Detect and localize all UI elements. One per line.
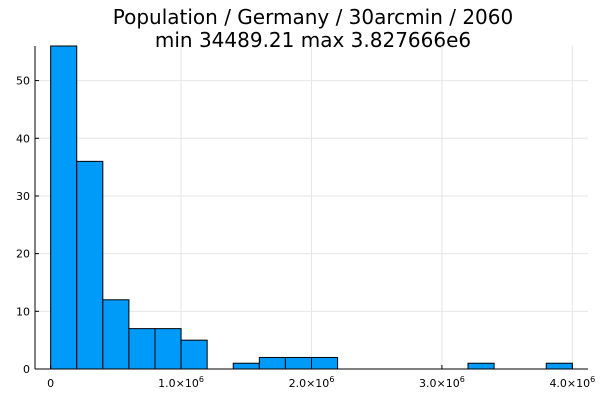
- histogram-bar: [284, 356, 313, 370]
- y-tick-label: 0: [23, 363, 30, 376]
- chart-title: Population / Germany / 30arcmin / 2060: [113, 5, 513, 29]
- histogram-bar: [102, 299, 130, 370]
- x-tick-label: 3.0×106: [419, 375, 465, 390]
- y-tick-label: 40: [16, 132, 30, 145]
- histogram-bar: [258, 356, 286, 370]
- histogram-bar: [76, 160, 104, 370]
- tick-labels: 0 10 20 30 40 50 0 1.0×106 2.0×106 3.0×106 4.0×106: [16, 75, 595, 390]
- histogram-bar: [232, 362, 260, 370]
- histogram-bar: [545, 362, 573, 370]
- chart-subtitle: min 34489.21 max 3.827666e6: [155, 28, 471, 52]
- axes: [34, 46, 588, 370]
- y-tick-label: 30: [16, 190, 30, 203]
- y-tick-label: 50: [16, 75, 30, 88]
- x-tick-label: 2.0×106: [289, 375, 335, 390]
- histogram-bar: [154, 328, 182, 370]
- histogram-bar: [50, 45, 78, 370]
- y-tick-label: 10: [16, 305, 30, 318]
- histogram-bar: [180, 339, 208, 370]
- x-tick-label: 0: [47, 377, 54, 390]
- histogram-bar: [128, 328, 156, 370]
- histogram-bar: [467, 362, 495, 370]
- histogram-bars: [50, 45, 573, 370]
- y-tick-label: 20: [16, 248, 30, 261]
- x-tick-label: 4.0×106: [549, 375, 595, 390]
- histogram-bar: [311, 356, 339, 370]
- x-tick-label: 1.0×106: [158, 375, 204, 390]
